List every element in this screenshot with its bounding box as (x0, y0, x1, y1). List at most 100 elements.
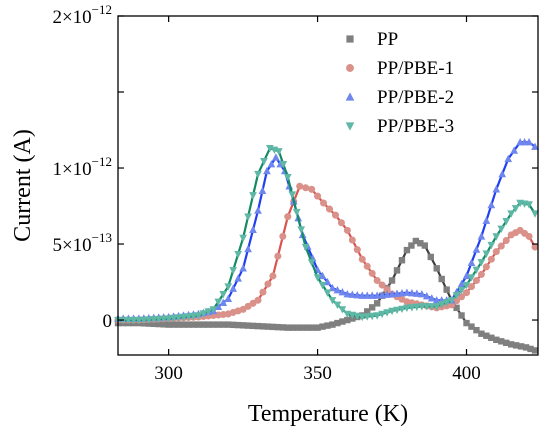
data-point (462, 271, 471, 280)
data-point (155, 320, 162, 328)
data-point (239, 234, 247, 243)
data-point (413, 289, 421, 297)
data-point (487, 241, 496, 250)
data-point (214, 302, 223, 311)
data-point (467, 283, 475, 291)
data-point (403, 304, 411, 313)
data-point (249, 322, 257, 330)
data-point (170, 321, 177, 328)
legend-label: PP/PBE-3 (377, 116, 454, 137)
data-point (272, 153, 280, 161)
legend-item: PP/PBE-2 (345, 87, 454, 108)
data-point (477, 259, 486, 267)
data-point (488, 334, 495, 341)
data-point (149, 316, 158, 324)
data-point (433, 265, 440, 272)
data-point (344, 316, 351, 324)
data-point (264, 323, 272, 330)
data-point (364, 308, 371, 315)
data-point (254, 322, 262, 330)
data-point (358, 291, 367, 299)
data-point (462, 281, 471, 290)
data-point (353, 291, 362, 299)
data-point (239, 264, 247, 272)
data-point (234, 250, 242, 259)
data-point (427, 253, 434, 261)
data-point (150, 320, 157, 328)
data-point (259, 323, 267, 330)
data-point (308, 185, 316, 193)
data-point (269, 323, 277, 331)
data-point (525, 232, 533, 240)
data-point (482, 216, 491, 224)
data-point (393, 306, 401, 315)
legend-item: PP/PBE-3 (345, 116, 454, 137)
data-point (135, 316, 143, 325)
data-point (338, 288, 347, 296)
data-point (225, 321, 232, 328)
data-point (200, 321, 207, 328)
data-point (283, 173, 292, 182)
data-point (288, 191, 297, 199)
data-point (383, 286, 391, 294)
data-point (467, 274, 476, 282)
data-point (462, 289, 471, 297)
data-point (274, 252, 282, 260)
legend-marker (345, 92, 355, 101)
data-point (205, 321, 212, 328)
y-tick-label: 1×10−12 (52, 154, 112, 180)
data-point (463, 319, 470, 327)
plot-frame (117, 15, 539, 356)
data-point (413, 303, 421, 312)
data-point (224, 283, 233, 291)
data-point (229, 284, 238, 292)
data-point (239, 322, 247, 329)
data-point (378, 281, 386, 289)
data-point (368, 291, 377, 299)
data-point (254, 170, 262, 179)
series-layer (114, 138, 539, 354)
data-point (502, 236, 510, 244)
data-point (318, 281, 327, 290)
data-point (458, 312, 465, 319)
data-point (368, 312, 377, 321)
data-point (408, 304, 416, 312)
data-point (154, 315, 163, 324)
data-point (527, 345, 534, 353)
data-point (338, 306, 347, 314)
data-point (129, 316, 138, 325)
data-point (383, 309, 391, 317)
data-point (328, 297, 337, 305)
data-point (507, 210, 516, 218)
data-point (482, 263, 490, 271)
data-point (468, 323, 475, 330)
data-point (417, 290, 426, 298)
data-point (124, 316, 133, 325)
data-point (531, 210, 539, 218)
data-point (498, 338, 505, 345)
data-point (443, 286, 450, 293)
series-2 (114, 182, 539, 324)
data-point (522, 344, 530, 351)
x-tick-label: 400 (452, 363, 481, 384)
legend-marker (345, 122, 355, 131)
data-point (403, 288, 411, 296)
data-point (297, 226, 306, 234)
x-tick-label: 350 (303, 363, 332, 384)
data-point (328, 283, 337, 292)
data-point (467, 258, 476, 266)
data-point (403, 246, 411, 254)
data-point (234, 274, 242, 282)
data-point (512, 342, 520, 349)
data-point (442, 299, 451, 307)
data-point (482, 250, 491, 258)
data-point (504, 154, 513, 163)
legend-label: PP/PBE-1 (377, 58, 454, 79)
data-point (531, 142, 539, 150)
data-point (447, 297, 456, 305)
data-point (531, 347, 539, 354)
legend-label: PP (377, 29, 398, 50)
data-point (174, 314, 183, 322)
data-point (224, 294, 233, 302)
